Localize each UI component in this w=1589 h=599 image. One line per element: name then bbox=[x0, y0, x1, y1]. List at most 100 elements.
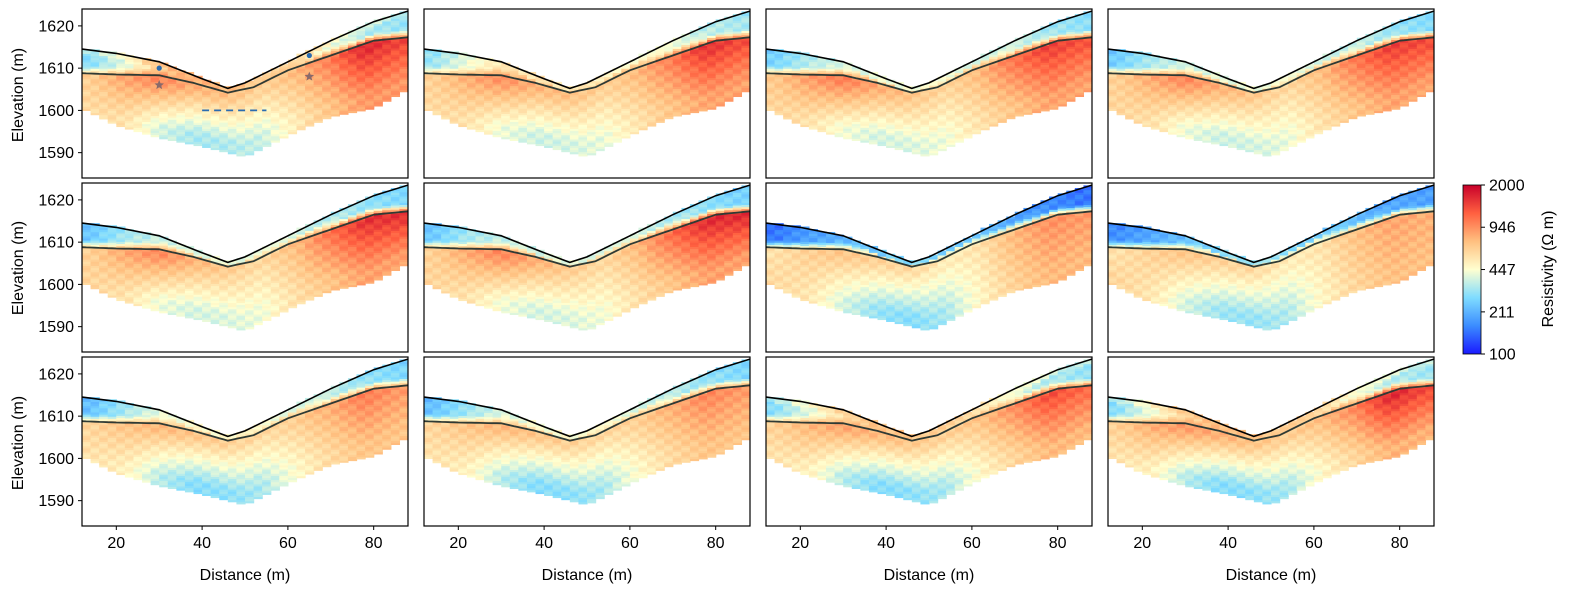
panel-12-surface-line bbox=[1108, 358, 1434, 438]
panel-1-interface-line bbox=[82, 36, 408, 94]
panel-3-image bbox=[766, 10, 1092, 157]
panel-5-image bbox=[82, 184, 408, 331]
panel-11-xtick-label-1: 20 bbox=[791, 535, 809, 552]
panel-7-image bbox=[766, 184, 1092, 331]
panel-2 bbox=[423, 8, 751, 179]
x-axis-label-col-4: Distance (m) bbox=[1226, 567, 1317, 584]
panel-1-marker-circle-2 bbox=[306, 52, 312, 59]
panel-10-xtick-label-2: 40 bbox=[535, 535, 553, 552]
colorbar-tick-label-5: 100 bbox=[1489, 347, 1516, 364]
panel-9-xtick-label-1: 20 bbox=[107, 535, 125, 552]
panel-5: 1590 1600 1610 1620 bbox=[38, 182, 409, 353]
panel-6-interface-line bbox=[424, 210, 750, 268]
panel-10: 20 40 60 80 bbox=[423, 356, 751, 552]
panel-7-interface-line bbox=[766, 210, 1092, 268]
panel-10-xtick-label-4: 80 bbox=[707, 535, 725, 552]
panel-3-interface-line bbox=[766, 36, 1092, 94]
panel-4-frame bbox=[1107, 8, 1435, 179]
y-axis-label-row-3: Elevation (m) bbox=[10, 396, 27, 490]
panel-9-ytick-label-1: 1590 bbox=[38, 493, 74, 510]
colorbar-tick-label-2: 946 bbox=[1489, 220, 1516, 237]
panel-1-surface-line bbox=[82, 10, 408, 90]
x-axis-labels: Distance (m) Distance (m) Distance (m) D… bbox=[200, 567, 1317, 584]
panel-11-interface-line bbox=[766, 384, 1092, 442]
panel-2-frame bbox=[423, 8, 751, 179]
panel-12-image bbox=[1108, 358, 1434, 505]
panel-12-xtick-label-4: 80 bbox=[1391, 535, 1409, 552]
panel-11-xtick-label-3: 60 bbox=[963, 535, 981, 552]
panel-12-frame bbox=[1107, 356, 1435, 527]
panel-1-marker-circle-1 bbox=[156, 65, 162, 71]
panel-9-xtick-label-3: 60 bbox=[279, 535, 297, 552]
panel-1-ytick-label-2: 1600 bbox=[38, 103, 74, 120]
y-axis-label-row-2: Elevation (m) bbox=[10, 221, 27, 315]
panel-12: 20 40 60 80 bbox=[1107, 356, 1435, 552]
panel-4-image bbox=[1108, 10, 1434, 157]
panel-9-image bbox=[82, 358, 408, 505]
panel-5-surface-line bbox=[82, 184, 408, 264]
panel-1-marker-star-4 bbox=[304, 71, 315, 81]
panel-6-surface-line bbox=[424, 184, 750, 264]
panel-1-ytick-label-1: 1590 bbox=[38, 145, 74, 162]
panel-11-xtick-label-4: 80 bbox=[1049, 535, 1067, 552]
colorbar-gradient bbox=[1462, 184, 1482, 355]
x-axis-label-col-3: Distance (m) bbox=[884, 567, 975, 584]
panel-5-ytick-label-1: 1590 bbox=[38, 319, 74, 336]
panel-4-interface-line bbox=[1108, 36, 1434, 94]
panel-11: 20 40 60 80 bbox=[765, 356, 1093, 552]
panel-6-image bbox=[424, 184, 750, 331]
panel-9-xtick-label-4: 80 bbox=[365, 535, 383, 552]
panel-11-surface-line bbox=[766, 358, 1092, 438]
panel-9-surface-line bbox=[82, 358, 408, 438]
panel-10-xtick-label-1: 20 bbox=[449, 535, 467, 552]
panel-5-interface-line bbox=[82, 210, 408, 268]
panel-1-frame bbox=[81, 8, 409, 179]
panel-8-image bbox=[1108, 184, 1434, 331]
panel-8-frame bbox=[1107, 182, 1435, 353]
panel-2-image bbox=[424, 10, 750, 157]
panel-10-interface-line bbox=[424, 384, 750, 442]
y-axis-label-row-1: Elevation (m) bbox=[10, 48, 27, 142]
panel-11-frame bbox=[765, 356, 1093, 527]
x-axis-label-col-1: Distance (m) bbox=[200, 567, 291, 584]
colorbar-tick-label-4: 211 bbox=[1489, 304, 1515, 321]
panel-10-image bbox=[424, 358, 750, 505]
panel-1-ytick-label-4: 1620 bbox=[38, 18, 74, 35]
panel-12-interface-line bbox=[1108, 384, 1434, 442]
colorbar-label: Resistivity (Ω m) bbox=[1540, 211, 1557, 328]
x-axis-label-col-2: Distance (m) bbox=[542, 567, 633, 584]
colorbar: 2000 946 447 211 100 Resistivity (Ω m) bbox=[1462, 178, 1557, 364]
panel-3-surface-line bbox=[766, 10, 1092, 90]
panel-7 bbox=[765, 182, 1093, 353]
panel-9: 1590 1600 1610 1620 20 40 60 80 bbox=[38, 356, 409, 552]
colorbar-ticks: 2000 946 447 211 100 bbox=[1481, 178, 1525, 364]
panel-1-image bbox=[82, 10, 408, 157]
panel-4 bbox=[1107, 8, 1435, 179]
panel-8-surface-line bbox=[1108, 184, 1434, 264]
panel-5-ytick-label-3: 1610 bbox=[38, 235, 74, 252]
panel-10-surface-line bbox=[424, 358, 750, 438]
panel-7-frame bbox=[765, 182, 1093, 353]
panel-1-ytick-label-3: 1610 bbox=[38, 61, 74, 78]
colorbar-tick-label-1: 2000 bbox=[1489, 178, 1525, 195]
panel-8 bbox=[1107, 182, 1435, 353]
panel-11-xtick-label-2: 40 bbox=[877, 535, 895, 552]
panel-12-xtick-label-2: 40 bbox=[1219, 535, 1237, 552]
colorbar-tick-label-3: 447 bbox=[1489, 262, 1516, 279]
panel-9-frame bbox=[81, 356, 409, 527]
panel-9-ytick-label-4: 1620 bbox=[38, 366, 74, 383]
panel-3 bbox=[765, 8, 1093, 179]
panel-6 bbox=[423, 182, 751, 353]
panel-9-ytick-label-2: 1600 bbox=[38, 451, 74, 468]
panel-9-ytick-label-3: 1610 bbox=[38, 409, 74, 426]
panel-5-ytick-label-2: 1600 bbox=[38, 277, 74, 294]
panel-10-xtick-label-3: 60 bbox=[621, 535, 639, 552]
panel-9-interface-line bbox=[82, 384, 408, 442]
panel-9-xtick-label-2: 40 bbox=[193, 535, 211, 552]
panel-8-interface-line bbox=[1108, 210, 1434, 268]
panel-6-frame bbox=[423, 182, 751, 353]
panel-5-frame bbox=[81, 182, 409, 353]
panel-2-surface-line bbox=[424, 10, 750, 90]
panel-2-interface-line bbox=[424, 36, 750, 94]
